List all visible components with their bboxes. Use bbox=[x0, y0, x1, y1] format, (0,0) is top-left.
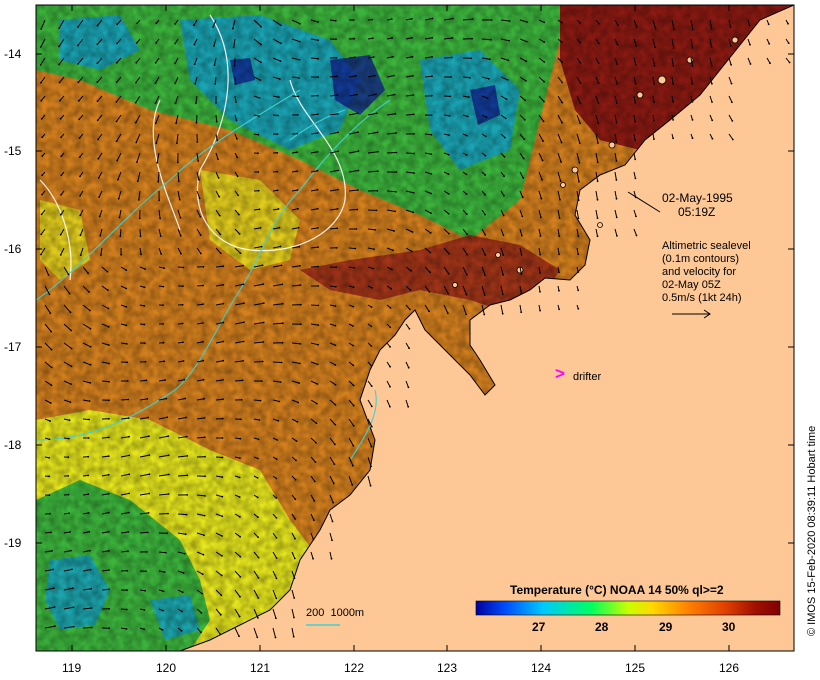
islands bbox=[452, 36, 739, 288]
x-tick-label: 120 bbox=[156, 661, 177, 675]
sealevel-contours bbox=[39, 14, 346, 281]
colorbar-tick: 28 bbox=[595, 620, 609, 634]
x-tick-label: 124 bbox=[531, 661, 552, 675]
drifter-symbol: > bbox=[555, 364, 565, 383]
y-tick-label: -19 bbox=[4, 536, 22, 550]
velocity-scale-arrow bbox=[672, 309, 711, 319]
colorbar bbox=[475, 600, 781, 616]
bathymetry-scale-label: 200 1000m bbox=[306, 607, 365, 619]
annotation-line: (0.1m contours) bbox=[662, 253, 740, 265]
land bbox=[179, 5, 794, 651]
annotation-line: Altimetric sealevel bbox=[662, 240, 751, 252]
colorbar-tick: 27 bbox=[532, 620, 546, 634]
map-frame bbox=[35, 4, 795, 652]
date-label: 02-May-1995 bbox=[662, 191, 733, 205]
x-tick-label: 119 bbox=[62, 661, 82, 675]
time-label: 05:19Z bbox=[678, 205, 716, 219]
x-tick-label: 121 bbox=[250, 661, 271, 675]
y-tick-label: -18 bbox=[4, 438, 22, 452]
annotation-line: 02-May 05Z bbox=[662, 279, 721, 291]
date-annotation: 02-May-1995 05:19Z bbox=[662, 191, 733, 219]
x-tick-label: 125 bbox=[625, 661, 646, 675]
credit-text: © IMOS 15-Feb-2020 08:39:11 Hobart time bbox=[806, 425, 818, 636]
y-tick-label: -14 bbox=[4, 47, 22, 61]
colorbar-tick: 29 bbox=[659, 620, 673, 634]
y-tick-label: -15 bbox=[4, 144, 22, 158]
axis-ticks bbox=[36, 5, 794, 651]
y-tick-label: -16 bbox=[4, 242, 22, 256]
sealevel-annotation: Altimetric sealevel (0.1m contours) and … bbox=[662, 240, 751, 305]
drifter-label: drifter bbox=[573, 371, 602, 383]
colorbar-tick: 30 bbox=[722, 620, 736, 634]
x-tick-label: 126 bbox=[719, 661, 740, 675]
x-tick-label: 122 bbox=[344, 661, 365, 675]
annotation-line: 0.5m/s (1kt 24h) bbox=[662, 292, 742, 304]
colorbar-title: Temperature (°C) NOAA 14 50% ql>=2 bbox=[510, 583, 724, 597]
y-tick-label: -17 bbox=[4, 340, 22, 354]
annotation-line: and velocity for bbox=[662, 266, 736, 278]
x-tick-label: 123 bbox=[437, 661, 458, 675]
annotation-leader bbox=[627, 191, 661, 213]
velocity-arrows bbox=[39, 17, 791, 639]
